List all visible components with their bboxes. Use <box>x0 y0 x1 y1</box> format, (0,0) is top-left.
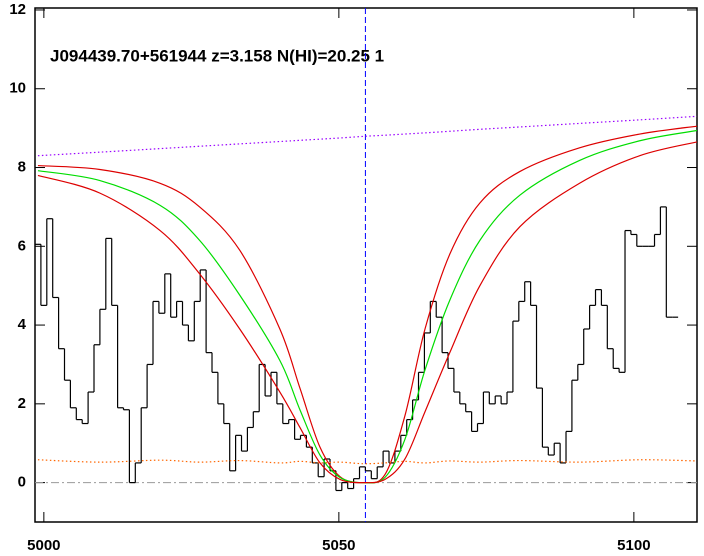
y-tick-label: 0 <box>18 474 26 491</box>
annotation: J094439.70+561944 z=3.158 N(HI)=20.25 1 <box>50 46 384 65</box>
x-tick-label: 5100 <box>617 537 650 554</box>
model-curve <box>37 125 697 484</box>
x-tick-label: 5000 <box>27 537 60 554</box>
y-tick-label: 6 <box>18 237 26 254</box>
model-curve <box>37 115 697 157</box>
y-tick-label: 2 <box>18 395 26 412</box>
y-tick-label: 12 <box>9 1 26 18</box>
x-tick-label: 5050 <box>322 537 355 554</box>
plot-frame <box>34 7 698 523</box>
y-tick-label: 4 <box>18 316 27 333</box>
y-tick-label: 8 <box>18 158 26 175</box>
model-curve <box>37 129 697 484</box>
model-curve <box>37 141 697 484</box>
y-tick-label: 10 <box>9 80 26 97</box>
